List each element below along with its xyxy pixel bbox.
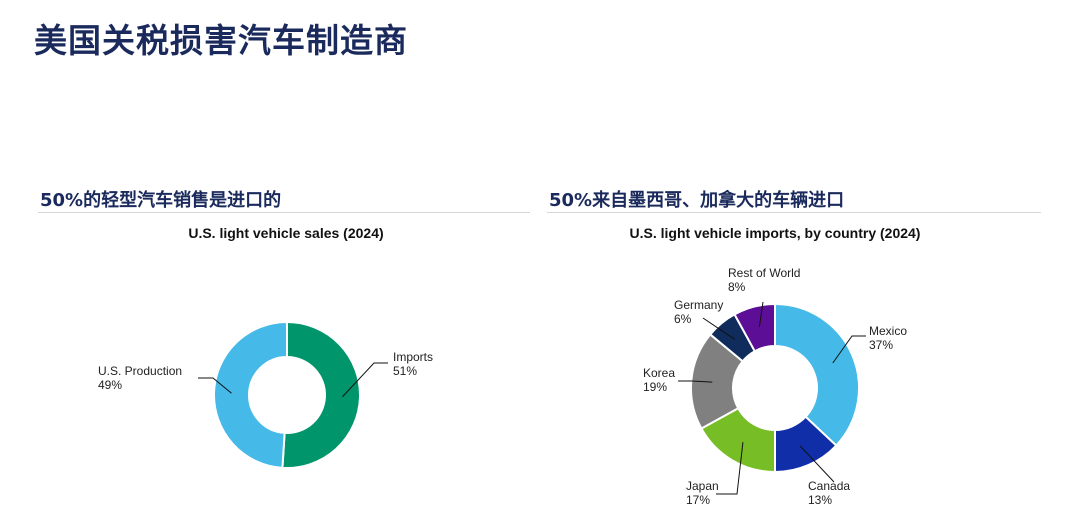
page-title: 美国关税损害汽车制造商	[34, 21, 408, 60]
label-canada: Canada	[808, 479, 850, 493]
leader-line-canada	[799, 445, 835, 483]
value-canada: 13%	[808, 493, 832, 507]
leader-line-imports	[342, 362, 388, 398]
left-panel-divider	[38, 212, 530, 213]
label-imports: Imports	[393, 350, 433, 364]
leader-line-rest-of-world	[758, 301, 764, 328]
value-rest-of-world: 8%	[728, 280, 746, 294]
slice-mexico	[774, 302, 860, 447]
label-japan: Japan	[686, 479, 719, 493]
value-u-s-production: 49%	[98, 378, 122, 392]
label-germany: Germany	[674, 298, 723, 312]
value-mexico: 37%	[869, 338, 893, 352]
leader-line-japan	[716, 442, 744, 495]
label-korea: Korea	[643, 366, 675, 380]
right-panel-divider	[547, 212, 1041, 213]
leader-line-germany	[702, 317, 736, 340]
value-korea: 19%	[643, 380, 667, 394]
leader-line-u-s-production	[198, 377, 232, 394]
leader-line-korea	[678, 380, 713, 383]
right-panel-heading: 50%来自墨西哥、加拿大的车辆进口	[549, 190, 845, 211]
slice-rest-of-world	[733, 302, 776, 353]
slice-u-s-production	[213, 320, 288, 469]
value-japan: 17%	[686, 493, 710, 507]
leader-line-mexico	[832, 335, 866, 364]
label-mexico: Mexico	[869, 324, 907, 338]
label-rest-of-world: Rest of World	[728, 266, 800, 280]
slice-imports	[281, 320, 361, 469]
sales-chart-title: U.S. light vehicle sales (2024)	[188, 225, 384, 241]
imports-chart-title: U.S. light vehicle imports, by country (…	[629, 225, 921, 241]
value-imports: 51%	[393, 364, 417, 378]
label-u-s-production: U.S. Production	[98, 364, 182, 378]
value-germany: 6%	[674, 312, 692, 326]
left-panel-heading: 50%的轻型汽车销售是进口的	[40, 190, 282, 211]
